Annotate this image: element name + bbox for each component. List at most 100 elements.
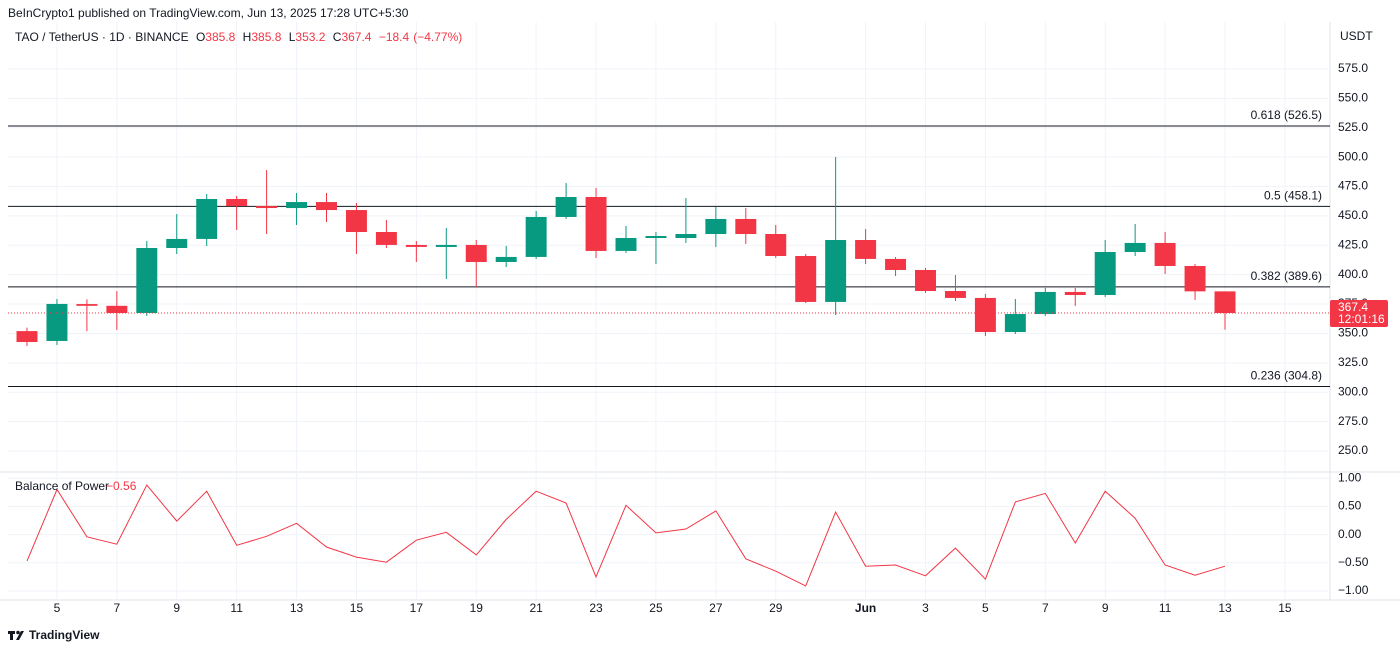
candle-body bbox=[1124, 242, 1146, 252]
x-tick-label: 9 bbox=[1102, 601, 1109, 615]
candle-body bbox=[585, 196, 607, 251]
candle-body bbox=[375, 232, 397, 245]
candle-body bbox=[196, 198, 218, 239]
x-tick-label: 21 bbox=[529, 601, 543, 615]
candle-body bbox=[675, 234, 697, 239]
candle-body bbox=[345, 210, 367, 233]
x-tick-label: 15 bbox=[1278, 601, 1292, 615]
x-tick-label: 3 bbox=[922, 601, 929, 615]
candle-body bbox=[735, 218, 757, 235]
x-tick-label: 25 bbox=[649, 601, 663, 615]
x-tick-label: 7 bbox=[114, 601, 121, 615]
y-tick-label: 500.0 bbox=[1338, 149, 1368, 163]
indicator-title: Balance of Power bbox=[15, 479, 109, 493]
low-value: 353.2 bbox=[295, 30, 326, 44]
x-tick-label: 19 bbox=[470, 601, 484, 615]
candle-body bbox=[16, 331, 38, 343]
publisher-line: BeInCrypto1 published on TradingView.com… bbox=[8, 6, 409, 20]
indicator-value: −0.56 bbox=[106, 479, 137, 493]
last-price-value: 367.4 bbox=[1338, 300, 1368, 314]
candle-body bbox=[46, 303, 68, 341]
y-tick-label: 0.00 bbox=[1338, 527, 1362, 541]
candle-body bbox=[316, 202, 337, 211]
x-tick-label: 5 bbox=[54, 601, 61, 615]
candle-body bbox=[855, 240, 877, 259]
candle-body bbox=[226, 198, 248, 207]
y-tick-label: 325.0 bbox=[1338, 355, 1368, 369]
x-tick-label: 5 bbox=[982, 601, 989, 615]
y-tick-label: 475.0 bbox=[1338, 179, 1368, 193]
symbol: TAO / TetherUS · 1D · BINANCE bbox=[15, 30, 189, 44]
x-tick-label: 13 bbox=[1218, 601, 1232, 615]
y-tick-label: 525.0 bbox=[1338, 120, 1368, 134]
candle-body bbox=[1214, 291, 1236, 313]
candle-body bbox=[974, 297, 996, 333]
candle-body bbox=[1184, 265, 1206, 292]
x-tick-label: 9 bbox=[173, 601, 180, 615]
candle-body bbox=[106, 305, 128, 313]
fib-level-label: 0.5 (458.1) bbox=[1264, 189, 1322, 203]
x-tick-label: 7 bbox=[1042, 601, 1049, 615]
h-label: H bbox=[242, 30, 252, 44]
fib-level-label: 0.618 (526.5) bbox=[1251, 108, 1322, 122]
candle-body bbox=[705, 218, 727, 235]
x-tick-label: Jun bbox=[855, 601, 876, 615]
y-tick-label: 275.0 bbox=[1338, 414, 1368, 428]
candle-body bbox=[1154, 242, 1176, 266]
change-pct: (−4.77%) bbox=[413, 30, 463, 44]
axis-unit: USDT bbox=[1340, 29, 1373, 43]
y-tick-label: 550.0 bbox=[1338, 91, 1368, 105]
y-tick-label: 250.0 bbox=[1338, 443, 1368, 457]
candle-body bbox=[405, 244, 427, 247]
y-tick-label: 350.0 bbox=[1338, 326, 1368, 340]
indicator-line bbox=[26, 484, 1226, 587]
fib-level-label: 0.236 (304.8) bbox=[1251, 369, 1322, 383]
y-tick-label: −0.50 bbox=[1338, 555, 1369, 569]
o-label: O bbox=[195, 30, 206, 44]
x-tick-label: 29 bbox=[769, 601, 783, 615]
candle-body bbox=[256, 206, 278, 209]
candle-body bbox=[555, 196, 577, 217]
y-tick-label: 425.0 bbox=[1338, 237, 1368, 251]
candle-body bbox=[885, 258, 907, 270]
symbol-legend: TAO / TetherUS · 1D · BINANCE O385.8 H38… bbox=[15, 30, 462, 44]
x-tick-label: 11 bbox=[230, 601, 243, 615]
y-tick-label: 575.0 bbox=[1338, 61, 1368, 75]
countdown: 12:01:16 bbox=[1338, 312, 1385, 326]
x-tick-label: 11 bbox=[1159, 601, 1172, 615]
open-value: 385.8 bbox=[205, 30, 236, 44]
candle-body bbox=[136, 247, 158, 313]
candle-body bbox=[1064, 291, 1086, 296]
l-label: L bbox=[288, 30, 296, 44]
candle-body bbox=[615, 238, 637, 251]
candle-body bbox=[825, 240, 847, 302]
close-value: 367.4 bbox=[341, 30, 372, 44]
high-value: 385.8 bbox=[251, 30, 282, 44]
x-tick-label: 27 bbox=[709, 601, 723, 615]
x-tick-label: 13 bbox=[290, 601, 304, 615]
candle-body bbox=[495, 256, 517, 262]
candle-body bbox=[645, 236, 667, 239]
footer-brand: TradingView bbox=[29, 628, 100, 642]
y-tick-label: 1.00 bbox=[1338, 470, 1362, 484]
last-price-tag bbox=[1330, 299, 1388, 327]
c-label: C bbox=[332, 30, 342, 44]
y-tick-label: 450.0 bbox=[1338, 208, 1368, 222]
candle-body bbox=[525, 216, 547, 257]
y-tick-label: 400.0 bbox=[1338, 267, 1368, 281]
change: −18.4 bbox=[378, 30, 410, 44]
footer-logo bbox=[8, 630, 24, 640]
candle-body bbox=[435, 244, 457, 247]
fib-level-label: 0.382 (389.6) bbox=[1251, 269, 1322, 283]
candle-body bbox=[915, 269, 936, 292]
candle-body bbox=[1094, 251, 1116, 296]
candle-body bbox=[286, 202, 308, 209]
candle-body bbox=[465, 244, 487, 262]
candle-body bbox=[76, 304, 98, 306]
x-tick-label: 23 bbox=[589, 601, 603, 615]
x-tick-label: 17 bbox=[410, 601, 424, 615]
y-tick-label: 300.0 bbox=[1338, 384, 1368, 398]
candle-body bbox=[166, 238, 188, 248]
